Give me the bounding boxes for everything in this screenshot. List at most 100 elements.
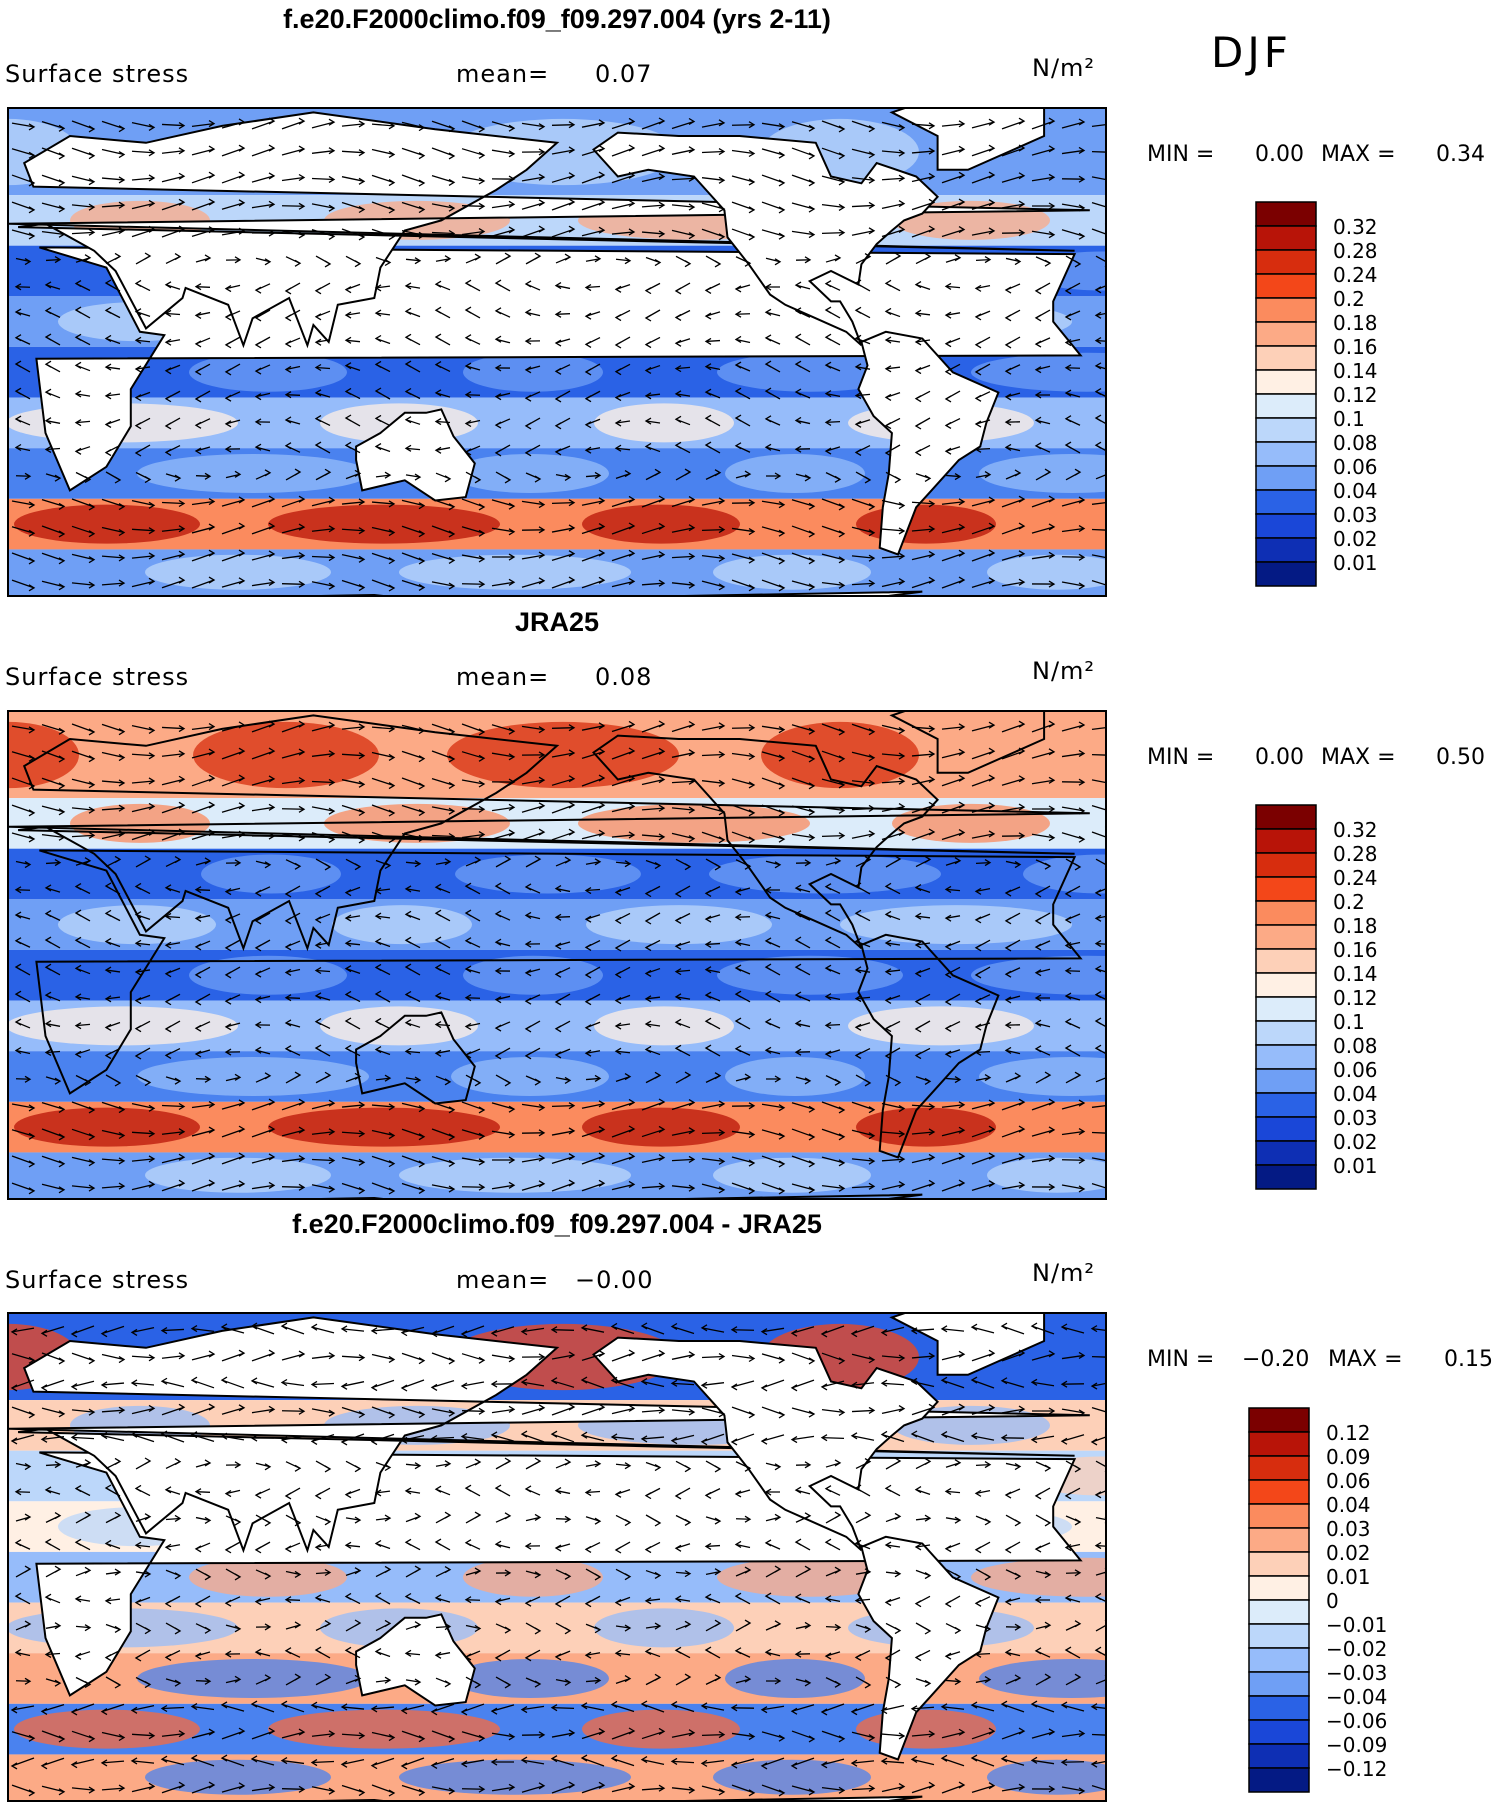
stress-arrowhead [58,1133,66,1141]
stress-arrowhead [40,1329,48,1337]
stress-arrowhead [344,939,352,947]
stress-arrowhead [670,1437,678,1445]
stress-arrow [101,1158,125,1162]
stress-arrow [911,1758,935,1766]
stress-arrowhead [24,1513,32,1521]
stress-arrowhead [974,420,982,428]
stress-arrow [971,1435,995,1441]
stress-arrowhead [448,229,456,238]
stress-arrowhead [764,443,772,451]
stress-arrow [431,203,455,209]
stress-arrowhead [1074,1620,1082,1628]
stress-arrowhead [494,364,502,372]
stress-arrow [375,1490,391,1494]
stress-arrow [885,1571,901,1575]
stress-arrowhead [224,971,232,979]
stress-arrow [975,1463,991,1467]
stress-arrowhead [414,1565,422,1573]
stress-arrowhead [628,171,636,179]
stress-arrowhead [44,910,52,918]
stress-arrowhead [144,1680,152,1689]
min-value: 0.00 [1255,745,1304,770]
stress-arrowhead [58,1788,66,1796]
stress-arrow [195,1516,211,1522]
surface-stress-difference-map [7,1312,1107,1802]
stress-arrowhead [914,1653,922,1662]
stress-arrow [611,1325,635,1335]
stress-arrow [731,778,755,786]
stress-arrow [461,120,485,130]
stress-arrowhead [250,1434,258,1442]
stress-arrowhead [974,887,982,895]
stress-arrowhead [778,1160,786,1168]
stress-arrowhead [794,1650,802,1658]
colorbar-tick-label: 0.02 [1326,1541,1371,1565]
stress-arrow [1065,338,1081,344]
stress-arrowhead [524,969,532,977]
stress-arrow [701,580,725,588]
stress-arrowhead [884,393,892,401]
stress-arrowhead [734,442,742,450]
stress-arrowhead [1048,231,1056,239]
stress-arrowhead [208,226,216,234]
stress-arrowhead [328,778,336,787]
stress-arrow [161,501,185,505]
stress-arrowhead [358,498,366,506]
stress-arrowhead [148,527,156,535]
stress-arrowhead [370,1705,378,1713]
stress-arrowhead [174,1458,182,1466]
stress-arrowhead [1034,994,1042,1002]
stress-blob [840,905,1072,945]
colorbar-tick-label: −0.03 [1326,1661,1387,1685]
stress-arrowhead [114,1457,122,1465]
stress-arrow [11,148,35,156]
stress-arrowhead [1078,807,1086,815]
stress-arrow [431,834,455,838]
stress-arrowhead [1004,443,1012,451]
stress-arrow [731,124,755,126]
stress-arrow [135,1571,151,1575]
stress-arrowhead [718,1100,726,1108]
stress-arrowhead [1018,495,1026,503]
stress-arrowhead [854,334,862,342]
coastline [9,111,1090,349]
stress-arrowhead [1078,749,1086,758]
stress-arrowhead [340,1382,348,1390]
stress-arrowhead [748,1187,756,1195]
min-label: MIN = [1147,745,1215,770]
stress-arrowhead [224,368,232,376]
stress-arrow [75,1625,91,1629]
stress-arrowhead [1018,803,1026,811]
stress-arrowhead [250,1377,258,1385]
stress-arrowhead [254,944,262,952]
stress-arrowhead [504,1512,512,1520]
stress-arrowhead [44,1048,52,1057]
stress-arrow [701,1733,725,1737]
stress-arrow [311,528,335,532]
stress-arrowhead [838,1408,846,1416]
stress-arrowhead [794,333,802,341]
stress-arrowhead [734,361,742,369]
stress-arrow [311,1382,335,1386]
stress-arrow [585,474,601,478]
stress-arrowhead [264,1674,272,1682]
stress-arrow [45,1625,61,1629]
stress-arrowhead [1074,1569,1082,1577]
stress-arrowhead [554,339,562,347]
stress-arrow [585,1490,601,1494]
stress-arrowhead [688,1184,696,1192]
stress-arrow [765,446,781,452]
stress-arrowhead [520,1328,528,1336]
stress-arrowhead [898,1130,906,1138]
stress-arrowhead [28,1411,36,1419]
stress-arrowhead [1034,1647,1042,1655]
stress-arrowhead [358,1732,366,1740]
stress-arrowhead [84,475,92,484]
units-label: N/m² [1032,54,1096,82]
stress-arrowhead [328,1185,336,1193]
stress-arrow [221,525,245,535]
stress-arrow [555,313,571,315]
stress-arrow [761,751,785,759]
colorbar-tick-label: 0.16 [1333,938,1378,962]
stress-arrow [1031,1731,1055,1739]
